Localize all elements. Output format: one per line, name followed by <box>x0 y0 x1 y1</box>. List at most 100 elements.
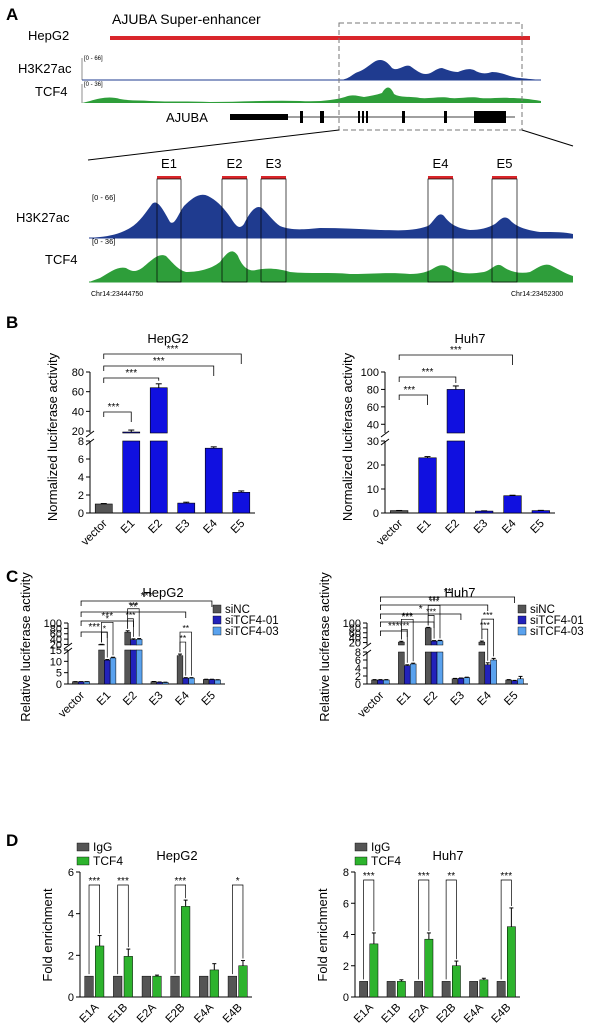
y-tick-label: 8 <box>78 436 84 448</box>
y-tick-label: 80 <box>50 623 62 635</box>
enhancer-e5-box <box>491 178 518 283</box>
significance-bracket <box>103 353 242 364</box>
chart-c-hepg2: HepG2 Relative luciferase activity 0510152… <box>18 572 279 722</box>
enhancer-e3-label: E3 <box>266 156 282 171</box>
bar-TCF4 <box>424 938 434 998</box>
significance-bracket <box>418 879 430 980</box>
bar-IgG <box>496 981 506 998</box>
y-tick-label: 60 <box>72 387 84 399</box>
legend-swatch <box>517 615 527 625</box>
significance-bracket <box>88 884 100 975</box>
significance-label: ** <box>130 602 138 613</box>
bar-IgG <box>469 981 478 998</box>
bar-siTCF4-01 <box>484 664 491 685</box>
legend-label: siTCF4-03 <box>530 626 584 638</box>
tcf4-track <box>82 87 541 103</box>
significance-label: *** <box>125 368 137 379</box>
chart-b-huh7: Huh7 Normalized luciferase activity 0 10 20 3… <box>340 331 555 548</box>
y-axis-label: Relative luciferase activity <box>317 572 332 722</box>
significance-bracket <box>398 376 457 383</box>
bar-TCF4 <box>95 945 105 998</box>
chart-title: HepG2 <box>142 585 183 600</box>
zoom-box <box>338 22 523 131</box>
bar-siNC <box>424 627 432 646</box>
y-tick-label: 6 <box>343 898 349 910</box>
x-tick-label: E4 <box>201 517 220 536</box>
significance-label: *** <box>401 612 413 623</box>
track1-label: H3K27ac <box>18 61 72 76</box>
y-tick-label: 8 <box>343 867 349 879</box>
bar-TCF4 <box>181 906 191 998</box>
bar-siTCF4-01 <box>457 678 465 685</box>
enhancer-e1-label: E1 <box>161 156 177 171</box>
inner-bracket <box>400 628 408 663</box>
x-tick-label: E4B <box>221 1001 245 1025</box>
coord-right: Chr14:23452300 <box>511 291 563 298</box>
axis-break-mark <box>85 438 95 446</box>
legend-label: siNC <box>530 604 555 616</box>
x-tick-label: E4 <box>475 689 494 708</box>
chart-title: Huh7 <box>432 848 463 863</box>
bar-siNC <box>203 679 210 685</box>
y-tick-label: 2 <box>78 490 84 502</box>
x-tick-label: E1A <box>78 1001 102 1025</box>
y-tick-label: 60 <box>367 402 379 414</box>
bar-siTCF4-01 <box>130 649 137 685</box>
x-tick-label: E2 <box>422 690 440 708</box>
bar <box>446 440 465 514</box>
chart-c-huh7: Huh7 Relative luciferase activity 02468204… <box>317 572 584 722</box>
significance-label: *** <box>422 367 434 378</box>
y-tick-label: 20 <box>367 460 379 472</box>
x-tick-label: E4A <box>462 1001 486 1025</box>
enhancer-e4-box <box>427 178 454 283</box>
enhancer-e3-box <box>260 178 287 283</box>
legend-swatch <box>76 856 90 866</box>
x-tick-label: E2 <box>444 518 462 536</box>
enhancer-e5-bar <box>492 176 517 179</box>
y-tick-label: 0 <box>56 679 62 691</box>
enhancer-e2-box <box>221 178 248 283</box>
significance-label: *** <box>363 871 375 882</box>
bar-siNC <box>176 655 184 685</box>
legend-label: siTCF4-01 <box>225 615 279 627</box>
y-tick-label: 2 <box>355 671 361 683</box>
x-tick-label: E2B <box>435 1001 459 1025</box>
y-tick-label: 30 <box>367 436 379 448</box>
panel-a-cell-line: HepG2 <box>28 28 69 43</box>
bar-TCF4 <box>479 979 489 998</box>
y-tick-label: 15 <box>50 645 62 657</box>
significance-label: *** <box>403 385 415 396</box>
y-tick-label: 80 <box>367 384 379 396</box>
y-tick-label: 6 <box>355 655 361 667</box>
legend-swatch <box>212 615 222 625</box>
y-tick-label: 10 <box>367 484 379 496</box>
chart-title: Huh7 <box>444 585 475 600</box>
bar-TCF4 <box>123 956 133 998</box>
y-tick-label: 20 <box>50 639 62 651</box>
x-tick-label: E4 <box>500 517 519 536</box>
significance-bracket <box>80 611 187 618</box>
panel-letter-b: B <box>6 313 18 332</box>
y-tick-label: 4 <box>355 663 361 675</box>
y-tick-label: 60 <box>349 628 361 640</box>
bar <box>446 389 465 434</box>
y-tick-label: 80 <box>72 367 84 379</box>
y-tick-label: 5 <box>56 668 62 680</box>
significance-bracket <box>232 884 244 975</box>
super-enhancer-label: AJUBA Super-enhancer <box>112 11 261 27</box>
enhancer-e4-label: E4 <box>433 156 449 171</box>
axis-break-mark <box>63 642 73 650</box>
y-tick-label: 8 <box>355 647 361 659</box>
x-tick-label: E3 <box>147 690 165 708</box>
bar-IgG <box>359 981 368 998</box>
inner-significance-label: * <box>106 613 110 623</box>
bar-siTCF4-03 <box>136 649 143 685</box>
inner-significance-label: *** <box>126 610 137 620</box>
significance-bracket <box>174 884 186 975</box>
y-tick-label: 40 <box>50 634 62 646</box>
bar-TCF4 <box>452 965 461 998</box>
